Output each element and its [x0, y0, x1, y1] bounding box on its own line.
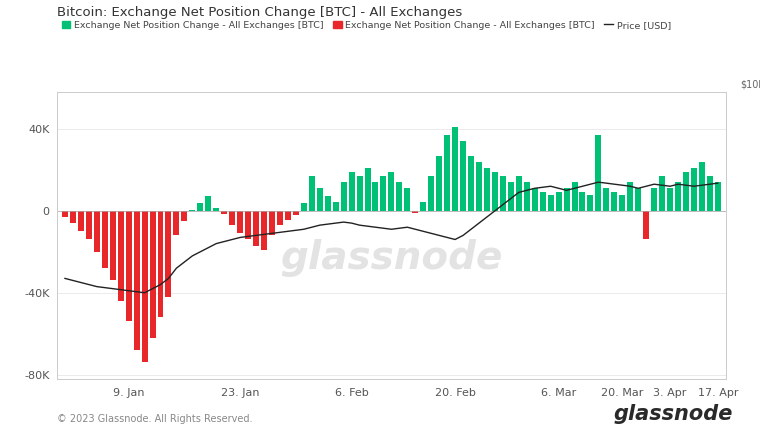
Legend: Exchange Net Position Change - All Exchanges [BTC], Exchange Net Position Change: Exchange Net Position Change - All Excha…: [62, 21, 671, 30]
Bar: [444, 135, 450, 211]
Bar: [277, 211, 283, 225]
Bar: [109, 211, 116, 280]
Bar: [237, 211, 243, 233]
Bar: [540, 193, 546, 211]
Bar: [635, 188, 641, 211]
Bar: [141, 211, 147, 363]
Bar: [230, 211, 235, 225]
Text: Bitcoin: Exchange Net Position Change [BTC] - All Exchanges: Bitcoin: Exchange Net Position Change [B…: [57, 6, 462, 19]
Bar: [261, 211, 267, 250]
Bar: [691, 168, 697, 211]
Bar: [102, 211, 108, 268]
Bar: [595, 135, 601, 211]
Bar: [532, 188, 537, 211]
Bar: [157, 211, 163, 317]
Bar: [397, 182, 402, 211]
Bar: [301, 202, 307, 211]
Bar: [70, 211, 76, 223]
Bar: [572, 182, 578, 211]
Bar: [134, 211, 140, 350]
Bar: [412, 211, 418, 213]
Bar: [524, 182, 530, 211]
Bar: [317, 188, 323, 211]
Bar: [619, 196, 625, 211]
Bar: [253, 211, 259, 246]
Bar: [349, 172, 355, 211]
Bar: [62, 211, 68, 217]
Bar: [651, 188, 657, 211]
Bar: [603, 188, 610, 211]
Bar: [500, 176, 506, 211]
Bar: [189, 210, 195, 211]
Bar: [587, 196, 594, 211]
Bar: [476, 162, 482, 211]
Bar: [715, 182, 720, 211]
Bar: [683, 172, 689, 211]
Bar: [78, 211, 84, 231]
Bar: [214, 208, 219, 211]
Bar: [166, 211, 172, 297]
Bar: [269, 211, 275, 235]
Bar: [548, 196, 553, 211]
Bar: [198, 202, 203, 211]
Bar: [436, 155, 442, 211]
Bar: [125, 211, 131, 321]
Bar: [452, 127, 458, 211]
Bar: [468, 155, 474, 211]
Bar: [293, 211, 299, 215]
Text: $10k: $10k: [741, 79, 760, 89]
Bar: [372, 182, 378, 211]
Bar: [707, 176, 713, 211]
Bar: [579, 193, 585, 211]
Bar: [340, 182, 347, 211]
Bar: [699, 162, 705, 211]
Bar: [556, 193, 562, 211]
Bar: [492, 172, 498, 211]
Bar: [365, 168, 370, 211]
Bar: [173, 211, 179, 235]
Bar: [460, 141, 466, 211]
Bar: [420, 202, 426, 211]
Bar: [508, 182, 514, 211]
Bar: [381, 176, 386, 211]
Text: © 2023 Glassnode. All Rights Reserved.: © 2023 Glassnode. All Rights Reserved.: [57, 414, 252, 424]
Bar: [150, 211, 156, 338]
Bar: [309, 176, 315, 211]
Bar: [659, 176, 665, 211]
Bar: [516, 176, 522, 211]
Bar: [428, 176, 434, 211]
Bar: [93, 211, 100, 252]
Bar: [221, 211, 227, 214]
Bar: [245, 211, 251, 240]
Bar: [388, 172, 394, 211]
Bar: [675, 182, 681, 211]
Bar: [285, 211, 291, 220]
Bar: [325, 196, 331, 211]
Bar: [484, 168, 490, 211]
Bar: [643, 211, 649, 240]
Bar: [627, 182, 633, 211]
Bar: [356, 176, 363, 211]
Bar: [205, 196, 211, 211]
Bar: [182, 211, 188, 221]
Text: glassnode: glassnode: [614, 404, 733, 424]
Bar: [86, 211, 92, 240]
Bar: [667, 188, 673, 211]
Text: glassnode: glassnode: [280, 239, 502, 277]
Bar: [404, 188, 410, 211]
Bar: [333, 202, 339, 211]
Bar: [564, 188, 569, 211]
Bar: [118, 211, 124, 301]
Bar: [611, 193, 617, 211]
